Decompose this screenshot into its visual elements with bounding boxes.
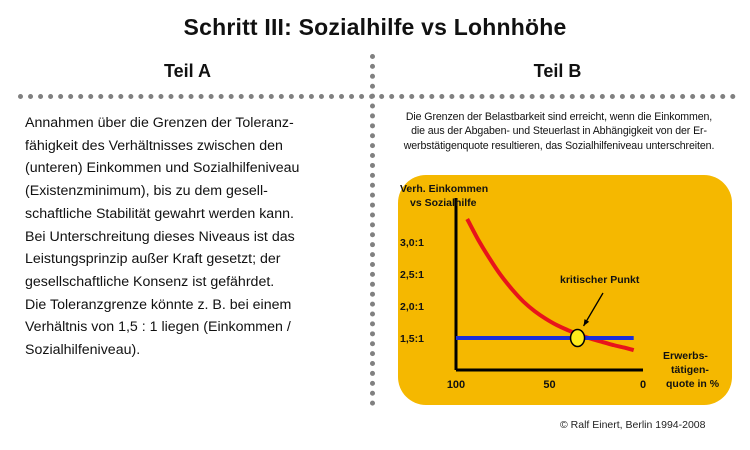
series-line bbox=[465, 218, 635, 353]
chart-background bbox=[398, 175, 732, 405]
x-tick-label: 100 bbox=[447, 379, 465, 391]
chart-labels: 1,5:1 2,0:1 2,5:1 3,0:1 100 50 0 Verh. Einkomme… bbox=[400, 183, 720, 391]
y-tick-label: 2,5:1 bbox=[400, 269, 424, 281]
y-axis-label: Verh. Einkommen bbox=[400, 183, 488, 195]
x-axis-label: tätigen- bbox=[671, 364, 709, 376]
copyright-notice: © Ralf Einert, Berlin 1994-2008 bbox=[560, 419, 706, 431]
y-tick-label: 3,0:1 bbox=[400, 237, 424, 249]
part-a-text: Annahmen über die Grenzen der Toleranz- … bbox=[25, 115, 300, 359]
part-a-heading: Teil A bbox=[163, 61, 211, 81]
page-title: Schritt III: Sozialhilfe vs Lohnhöhe bbox=[183, 14, 567, 40]
x-tick-label: 0 bbox=[640, 379, 646, 391]
part-b-text: Die Grenzen der Belastbarkeit sind errei… bbox=[403, 111, 715, 152]
critical-point-marker bbox=[569, 328, 586, 348]
y-tick-label: 2,0:1 bbox=[400, 301, 424, 313]
chart-series bbox=[456, 218, 635, 353]
x-tick-label: 50 bbox=[543, 379, 555, 391]
y-tick-label: 1,5:1 bbox=[400, 333, 424, 345]
chart-axes bbox=[454, 198, 643, 372]
part-b-heading: Teil B bbox=[533, 61, 582, 81]
y-axis-label: vs Sozialhilfe bbox=[410, 197, 477, 209]
horizontal-divider bbox=[18, 94, 736, 99]
annotation-label: kritischer Punkt bbox=[560, 274, 640, 286]
x-axis-label: quote in % bbox=[666, 378, 720, 390]
annotation-arrowhead bbox=[583, 319, 590, 326]
vertical-divider bbox=[370, 54, 375, 406]
x-axis-label: Erwerbs- bbox=[663, 350, 708, 362]
ratio-chart: 1,5:1 2,0:1 2,5:1 3,0:1 100 50 0 Verh. Einkomme… bbox=[400, 183, 720, 391]
